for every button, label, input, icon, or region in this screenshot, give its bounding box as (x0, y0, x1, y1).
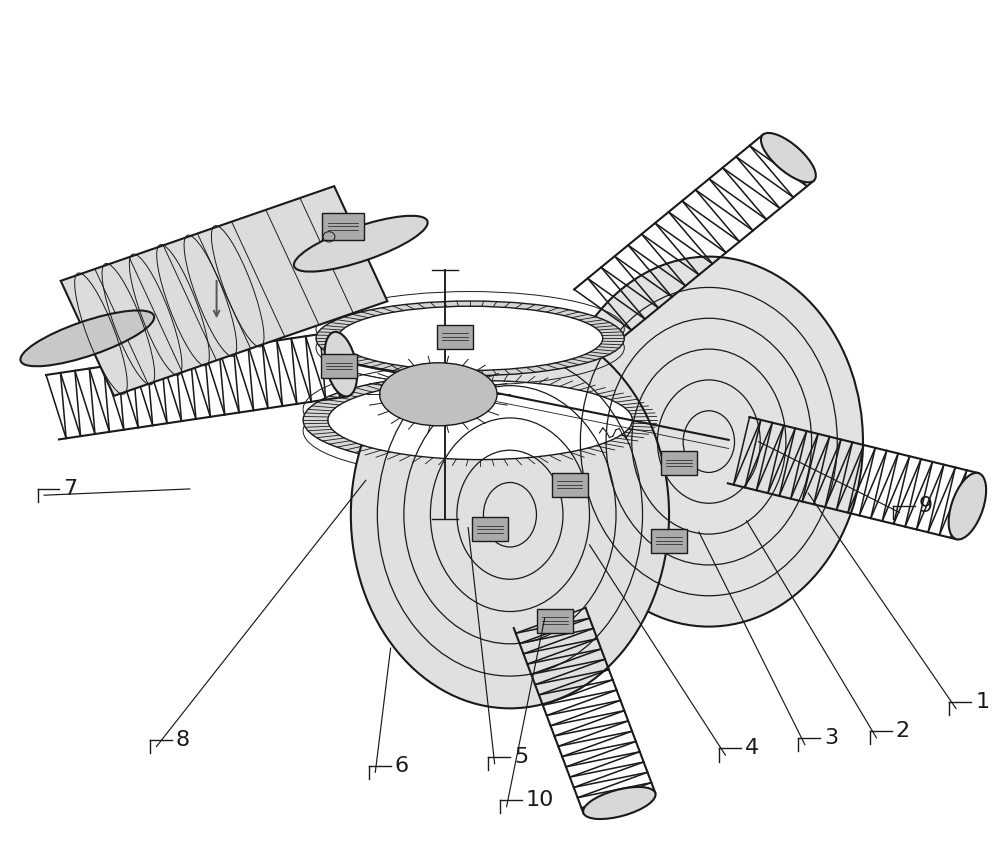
FancyBboxPatch shape (322, 213, 364, 240)
Ellipse shape (316, 301, 624, 376)
Ellipse shape (328, 380, 632, 460)
Ellipse shape (351, 321, 669, 708)
Ellipse shape (338, 307, 603, 371)
FancyBboxPatch shape (472, 517, 508, 541)
FancyBboxPatch shape (552, 473, 588, 497)
Ellipse shape (303, 374, 657, 466)
Text: 6: 6 (395, 756, 409, 776)
Text: 7: 7 (63, 479, 78, 499)
Text: 4: 4 (745, 739, 759, 759)
Text: 10: 10 (526, 790, 554, 810)
Ellipse shape (949, 473, 986, 540)
FancyBboxPatch shape (321, 354, 357, 378)
FancyBboxPatch shape (437, 325, 473, 349)
Polygon shape (61, 186, 387, 396)
Ellipse shape (294, 216, 428, 272)
Ellipse shape (325, 332, 357, 397)
Ellipse shape (380, 363, 497, 426)
Ellipse shape (20, 310, 154, 366)
Text: 1: 1 (975, 692, 989, 712)
Ellipse shape (583, 787, 656, 819)
Ellipse shape (761, 133, 816, 183)
Text: 5: 5 (514, 747, 528, 767)
FancyBboxPatch shape (651, 528, 687, 553)
Ellipse shape (555, 256, 863, 627)
Text: 2: 2 (896, 721, 910, 741)
Text: 3: 3 (824, 728, 838, 748)
FancyBboxPatch shape (661, 451, 697, 475)
Text: 8: 8 (176, 730, 190, 750)
Text: 9: 9 (919, 496, 933, 516)
FancyBboxPatch shape (537, 609, 573, 633)
